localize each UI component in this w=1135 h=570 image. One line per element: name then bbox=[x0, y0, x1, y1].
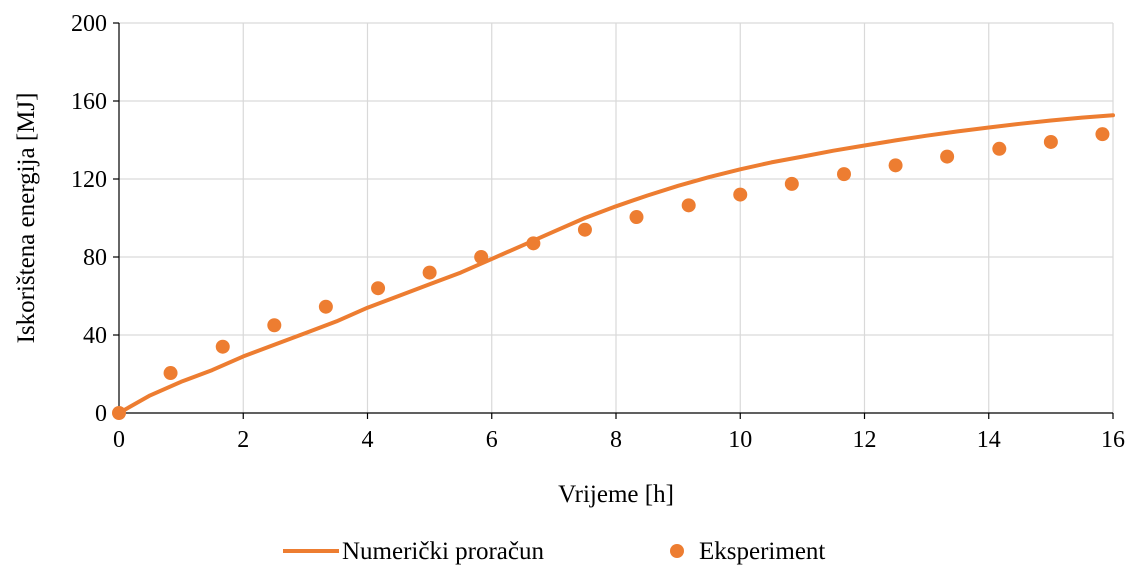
eksperiment-point bbox=[733, 187, 748, 202]
x-tick-label: 10 bbox=[728, 427, 752, 453]
axes bbox=[113, 22, 1114, 419]
legend-label-eksperiment: Eksperiment bbox=[699, 538, 825, 565]
eksperiment-point bbox=[371, 281, 386, 296]
grid bbox=[119, 22, 1114, 413]
x-tick-label: 8 bbox=[610, 427, 622, 453]
y-axis-title: Iskorištena energija [MJ] bbox=[13, 93, 40, 344]
eksperiment-point bbox=[1095, 127, 1110, 142]
x-tick-label: 2 bbox=[237, 427, 249, 453]
eksperiment-point bbox=[888, 158, 903, 173]
y-tick-label: 80 bbox=[83, 245, 107, 271]
x-tick-label: 6 bbox=[486, 427, 498, 453]
eksperiment-point bbox=[318, 299, 333, 314]
eksperiment-point bbox=[992, 141, 1007, 156]
x-tick-label: 0 bbox=[113, 427, 125, 453]
eksperiment-point bbox=[629, 210, 644, 225]
y-tick-label: 200 bbox=[71, 11, 107, 37]
eksperiment-point bbox=[112, 406, 126, 420]
plot-area bbox=[112, 113, 1115, 420]
x-tick-label: 4 bbox=[362, 427, 374, 453]
eksperiment-point bbox=[577, 222, 592, 237]
eksperiment-point bbox=[215, 339, 230, 354]
eksperiment-point bbox=[836, 167, 851, 182]
eksperiment-point bbox=[422, 265, 437, 280]
eksperiment-point bbox=[163, 366, 178, 381]
x-tick-label: 12 bbox=[853, 427, 877, 453]
eksperiment-point bbox=[1043, 134, 1058, 149]
y-tick-label: 0 bbox=[95, 401, 107, 427]
legend-swatch-marker bbox=[670, 544, 684, 558]
eksperiment-point bbox=[940, 149, 955, 164]
x-tick-label: 16 bbox=[1101, 427, 1125, 453]
x-axis-title: Vrijeme [h] bbox=[558, 481, 674, 508]
legend: Numerički proračun Eksperiment bbox=[283, 538, 825, 565]
eksperiment-point bbox=[474, 250, 489, 264]
eksperiment-point bbox=[526, 236, 541, 251]
y-tick-label: 160 bbox=[71, 89, 107, 115]
x-tick-label: 14 bbox=[977, 427, 1001, 453]
eksperiment-point bbox=[784, 176, 799, 191]
y-tick-label: 120 bbox=[71, 167, 107, 193]
legend-label-numericki-proracun: Numerički proračun bbox=[342, 538, 545, 565]
eksperiment-point bbox=[267, 318, 282, 333]
eksperiment-point bbox=[681, 198, 696, 213]
line-numericki-proracun bbox=[117, 113, 1115, 415]
y-tick-label: 40 bbox=[83, 323, 107, 349]
